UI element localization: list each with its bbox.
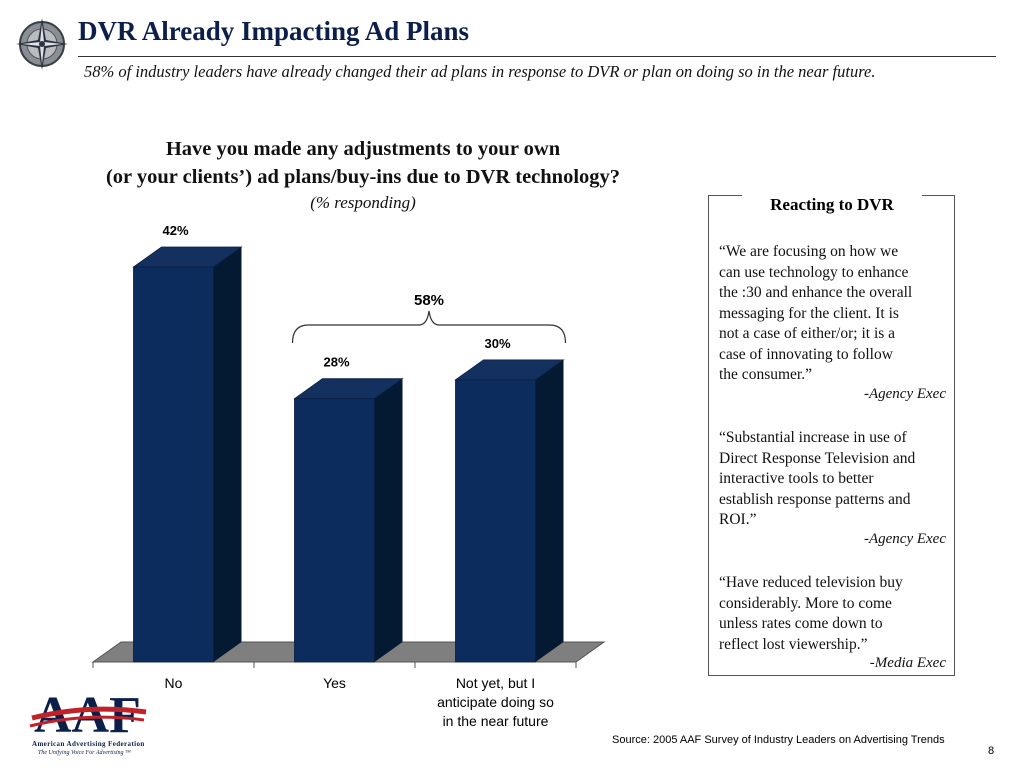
bar-value-label: 42%: [162, 223, 188, 238]
page-title: DVR Already Impacting Ad Plans: [78, 16, 470, 46]
quote-attribution: -Agency Exec: [863, 385, 946, 402]
bar: [455, 379, 536, 663]
compass-logo-icon: [16, 18, 68, 70]
bar: [294, 398, 375, 663]
quotes-heading: Reacting to DVR: [742, 185, 922, 217]
bar-side: [213, 247, 242, 662]
org-tagline: The Unifying Voice For Advertising ™: [38, 750, 131, 756]
bar: [133, 266, 214, 663]
title-divider: [78, 56, 996, 57]
chart-title-line-1: Have you made any adjustments to your ow…: [165, 138, 561, 160]
chart-subtitle: (% responding): [310, 193, 416, 212]
source-note: Source: 2005 AAF Survey of Industry Lead…: [612, 734, 945, 746]
bar-side: [374, 378, 403, 662]
quote-attribution: -Agency Exec: [863, 530, 946, 547]
bar-value-label: 30%: [484, 336, 510, 351]
quote-attribution: -Media Exec: [869, 655, 946, 671]
bar-side: [535, 359, 564, 662]
x-tick-label: No: [164, 675, 183, 691]
chart-title-line-2: (or your clients’) ad plans/buy-ins due …: [105, 166, 621, 188]
page-subtitle: 58% of industry leaders have already cha…: [84, 62, 876, 81]
chart-title: Have you made any adjustments to your ow…: [40, 135, 686, 191]
x-tick-label: Yes: [323, 675, 346, 691]
bar-chart: 42% 28% 30% 58%: [91, 223, 606, 668]
bar-value-label: 28%: [323, 355, 349, 370]
quote-text: “We are focusing on how we can use techno…: [719, 243, 913, 383]
bracket: [291, 310, 567, 344]
bracket-label: 58%: [414, 292, 444, 309]
aaf-logo: AAF: [29, 688, 147, 744]
page-number: 8: [988, 745, 995, 757]
quote-text: “Have reduced television buy considerably…: [719, 574, 903, 653]
org-name: American Advertising Federation: [32, 740, 145, 748]
quote-text: “Substantial increase in use of Direct Re…: [719, 429, 916, 528]
